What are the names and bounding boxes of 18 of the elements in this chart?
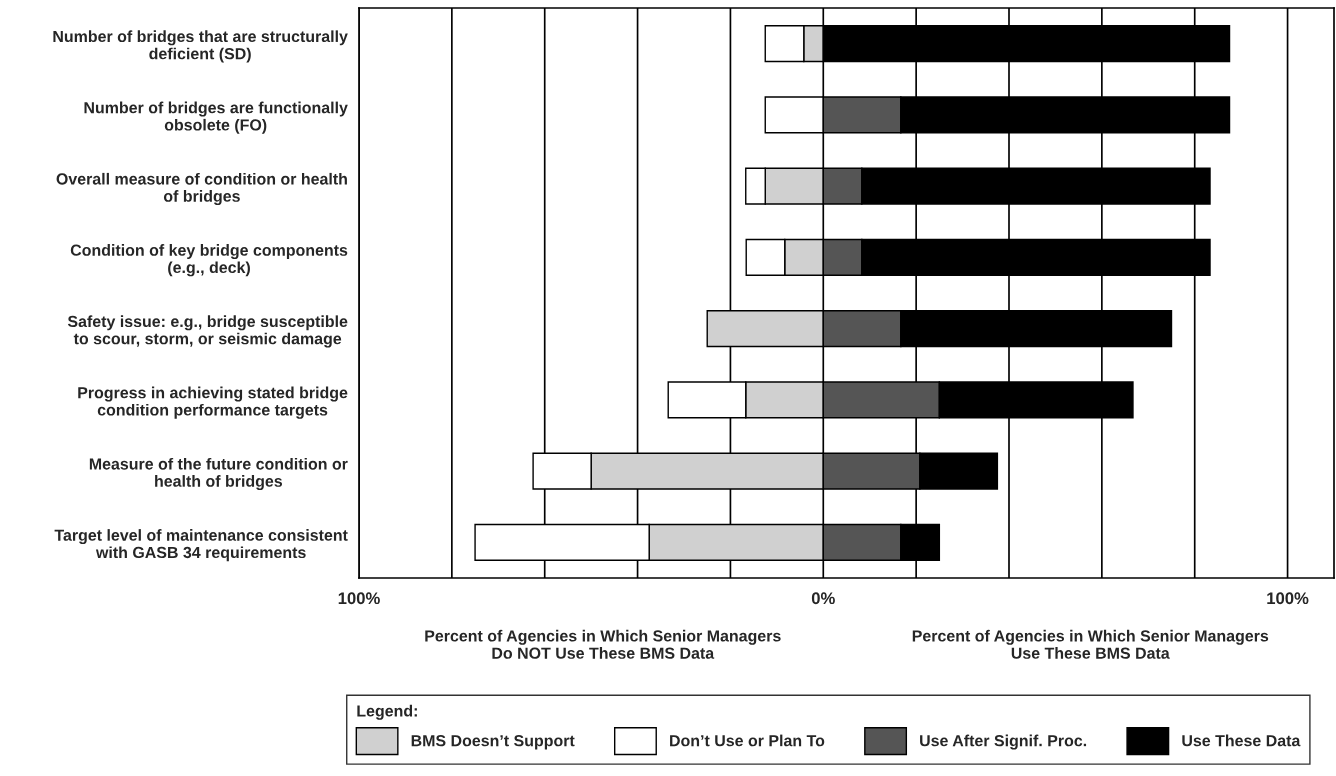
y-tick-label: Safety issue: e.g., bridge susceptible to scour, storm, or seismic damage bbox=[67, 315, 348, 348]
legend-label: Don’t Use or Plan To bbox=[670, 734, 825, 747]
y-tick-label: Number of bridges are functionally obsolete (FO) bbox=[84, 101, 348, 134]
x-tick-label: 100% bbox=[1267, 592, 1309, 605]
y-tick-label: Number of bridges that are structurally deficient (SD) bbox=[53, 30, 348, 63]
y-tick-label: Target level of maintenance consistent with GASB 34 requirements bbox=[54, 529, 348, 562]
y-tick-label: Progress in achieving stated bridge condition performance targets bbox=[78, 386, 348, 419]
legend-title: Legend: bbox=[357, 704, 417, 720]
legend-label: Use These Data bbox=[1182, 734, 1301, 747]
y-tick-label: Overall measure of condition or health of bridges bbox=[56, 172, 347, 206]
legend-label: BMS Doesn’t Support bbox=[411, 735, 575, 750]
x-tick-label: 0% bbox=[811, 592, 835, 605]
x-tick-label: 100% bbox=[338, 592, 380, 605]
y-tick-label: Condition of key bridge components (e.g., deck) bbox=[70, 244, 348, 277]
legend-label: Use After Signif. Proc. bbox=[920, 734, 1087, 750]
text: Percent of Agencies in Which Senior Managers Do NOT Use These BMS Data bbox=[425, 629, 781, 659]
y-tick-label: Measure of the future condition or health of bridges bbox=[89, 457, 348, 491]
text: Percent of Agencies in Which Senior Managers Use These BMS Data bbox=[912, 629, 1269, 659]
